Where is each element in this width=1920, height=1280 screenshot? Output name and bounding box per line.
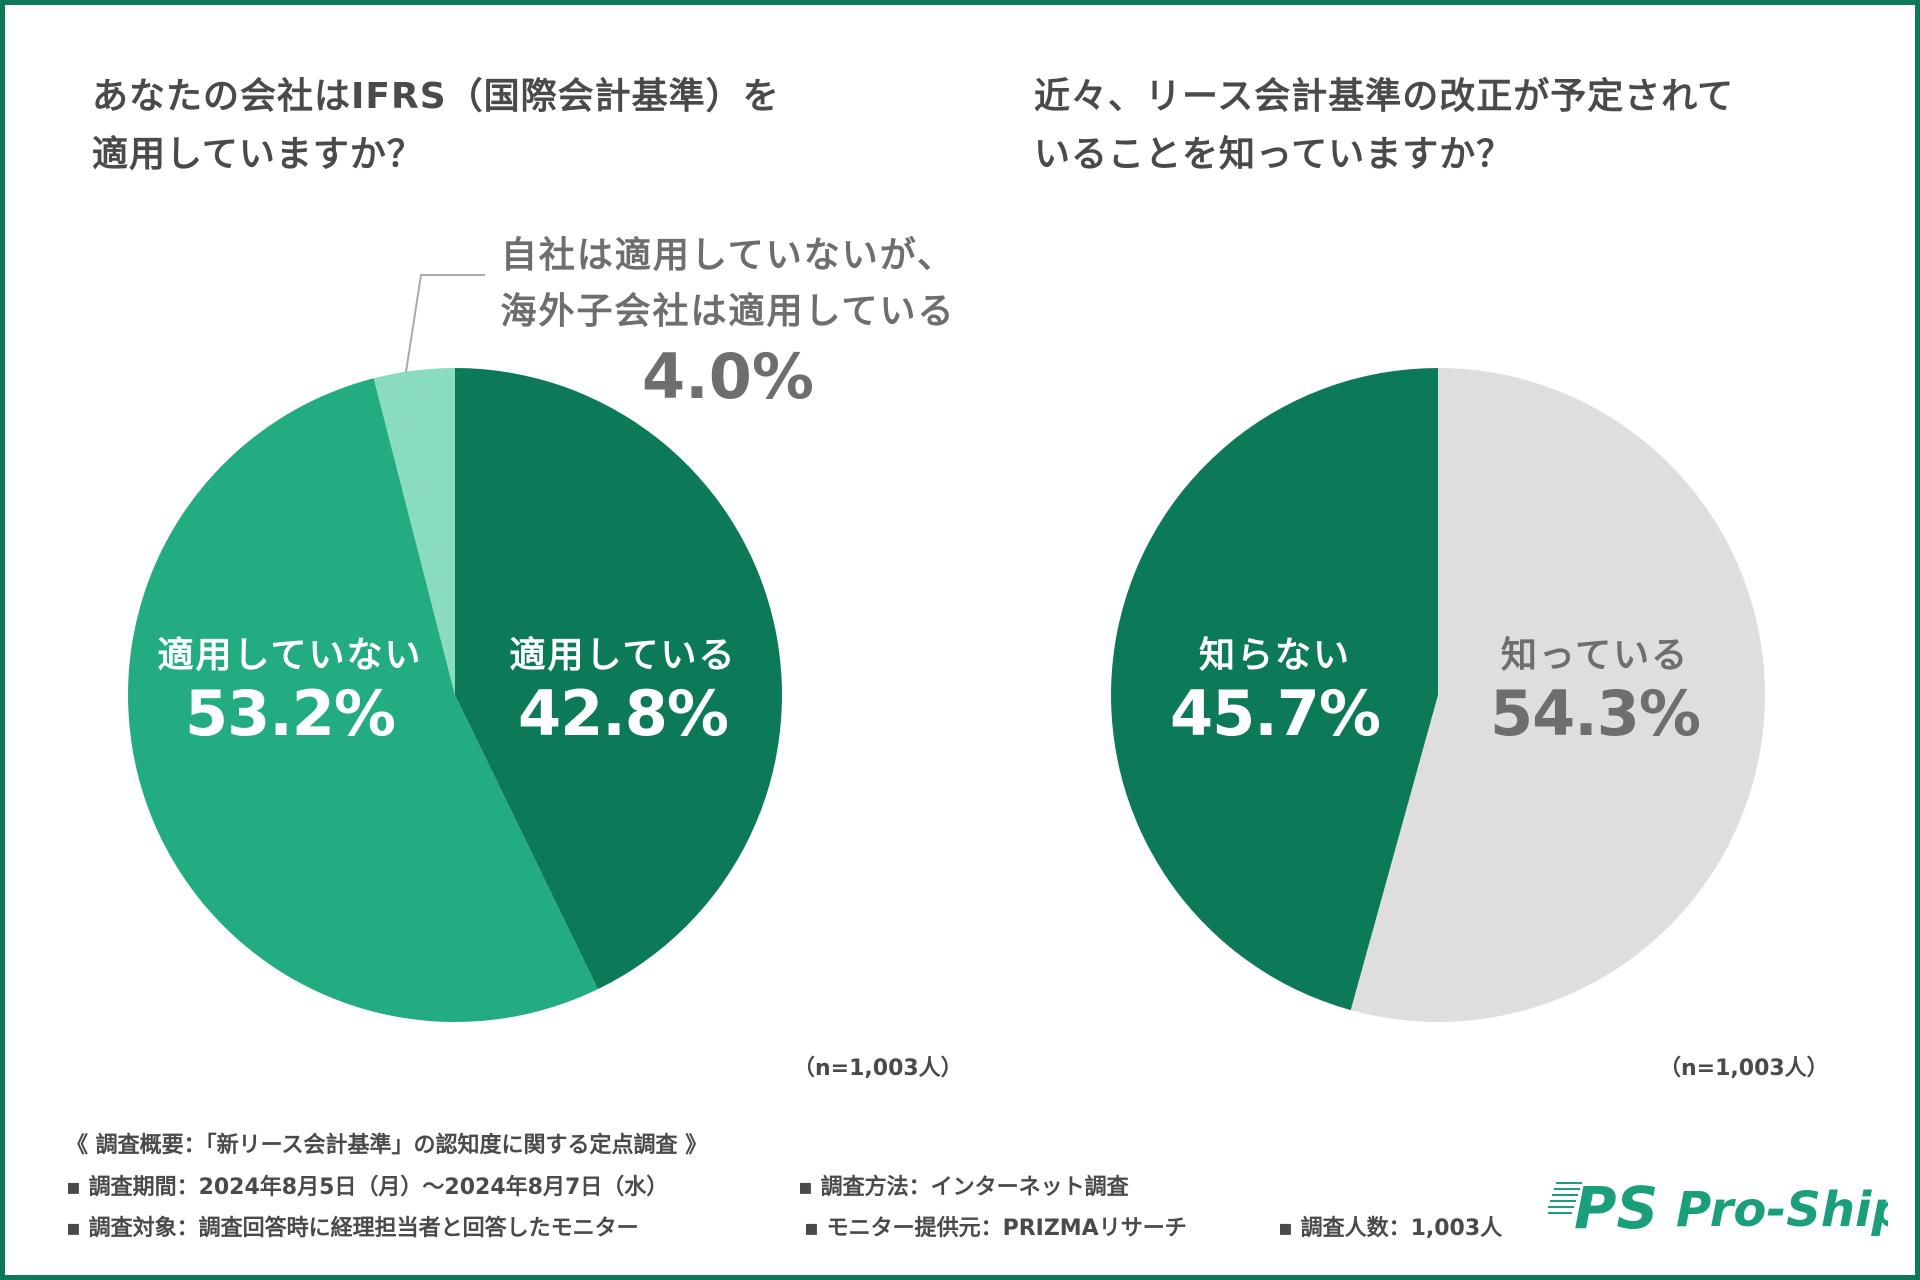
footer-period: ▪ 調査期間：2024年8月5日（月）～2024年8月7日（水） bbox=[66, 1175, 669, 1200]
sample-size-left: （n=1,003人） bbox=[793, 1056, 963, 1081]
pro-ship-logo: PS Pro-Ship bbox=[1548, 1174, 1888, 1240]
slice-subsidiary-applied bbox=[373, 368, 455, 695]
callout-value: 4.0% bbox=[642, 340, 814, 413]
label-not-applied-value: 53.2% bbox=[184, 677, 396, 750]
speed-lines-icon bbox=[1548, 1182, 1582, 1214]
footer-method: ▪ 調査方法：インターネット調査 bbox=[798, 1175, 1129, 1200]
label-aware: 知っている 54.3% bbox=[1470, 634, 1720, 750]
chart-right-title-line-1: 近々、リース会計基準の改正が予定されて bbox=[1034, 76, 1735, 117]
label-aware-value: 54.3% bbox=[1489, 677, 1701, 750]
callout-line-1: 自社は適用していないが、 bbox=[500, 235, 956, 276]
footer-target: ▪ 調査対象：調査回答時に経理担当者と回答したモニター bbox=[66, 1216, 639, 1241]
logo-text: Pro-Ship bbox=[1676, 1182, 1888, 1238]
label-not-applied-category: 適用していない bbox=[157, 635, 423, 676]
label-applied-category: 適用している bbox=[509, 635, 737, 676]
chart-left-title-line-2: 適用していますか？ bbox=[92, 134, 424, 175]
callout-subsidiary: 自社は適用していないが、 海外子会社は適用している 4.0% bbox=[488, 228, 968, 414]
callout-leader-line bbox=[405, 274, 485, 373]
footer-count: ▪ 調査人数：1,003人 bbox=[1278, 1216, 1503, 1241]
label-applied-value: 42.8% bbox=[517, 677, 729, 750]
chart-left-title-line-1: あなたの会社はIFRS（国際会計基準）を bbox=[92, 76, 780, 117]
callout-line-2: 海外子会社は適用している bbox=[500, 291, 956, 332]
label-applied: 適用している 42.8% bbox=[493, 634, 753, 750]
label-unaware-value: 45.7% bbox=[1169, 677, 1381, 750]
footer-heading: 《 調査概要：「新リース会計基準」の認知度に関する定点調査 》 bbox=[66, 1133, 708, 1158]
slice-unaware bbox=[1110, 368, 1438, 1011]
pie-left bbox=[128, 368, 783, 1022]
footer-provider: ▪ モニター提供元：PRIZMAリサーチ bbox=[804, 1216, 1187, 1241]
slice-not-applied bbox=[128, 378, 598, 1022]
chart-right-title-line-2: いることを知っていますか？ bbox=[1034, 134, 1514, 175]
label-not-applied: 適用していない 53.2% bbox=[140, 634, 440, 750]
slice-aware bbox=[1350, 368, 1765, 1022]
logo-mark: PS bbox=[1574, 1174, 1658, 1240]
slice-applied bbox=[455, 368, 783, 990]
chart-left-title: あなたの会社はIFRS（国際会計基準）を 適用していますか？ bbox=[92, 68, 780, 184]
label-unaware: 知らない 45.7% bbox=[1160, 634, 1390, 750]
label-unaware-category: 知らない bbox=[1198, 635, 1351, 676]
label-aware-category: 知っている bbox=[1500, 635, 1690, 676]
chart-right-title: 近々、リース会計基準の改正が予定されて いることを知っていますか？ bbox=[1034, 68, 1734, 184]
pie-right bbox=[1110, 368, 1765, 1022]
sample-size-right: （n=1,003人） bbox=[1659, 1056, 1829, 1081]
